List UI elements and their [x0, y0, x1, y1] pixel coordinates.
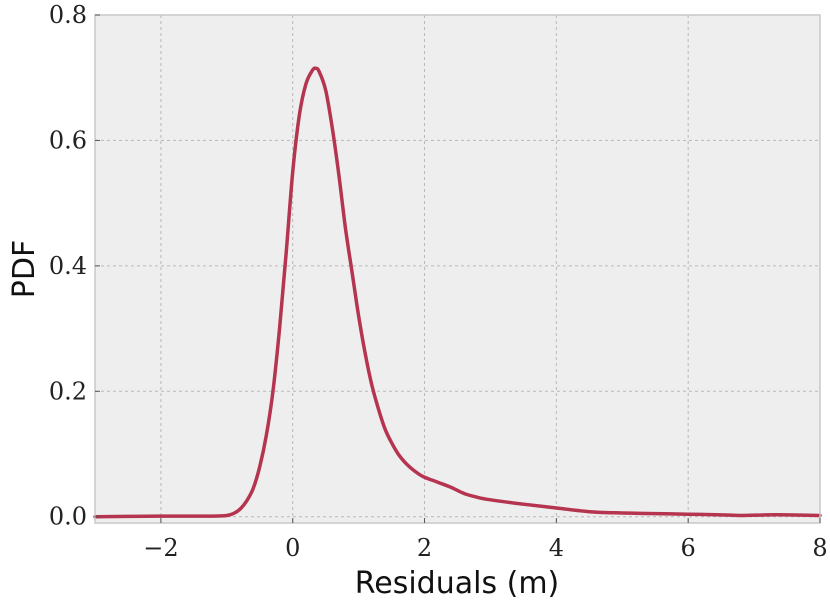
x-tick-label: 6 [681, 534, 696, 562]
y-tick-label: 0.2 [49, 377, 87, 405]
x-tick-label: 0 [285, 534, 300, 562]
x-axis-label: Residuals (m) [355, 566, 560, 601]
grid [95, 15, 820, 523]
x-tick-label: 4 [549, 534, 564, 562]
x-tick-label: −2 [143, 534, 178, 562]
x-tick-label: 8 [812, 534, 827, 562]
plot-frame [94, 14, 821, 524]
x-ticks: −2 0 2 4 6 8 [143, 518, 828, 562]
y-tick-label: 0.6 [49, 126, 87, 154]
plot-background [95, 15, 820, 523]
y-ticks: 0.0 0.2 0.4 0.6 0.8 [49, 1, 100, 531]
pdf-line [93, 66, 822, 519]
series [93, 66, 822, 519]
y-tick-label: 0.8 [49, 1, 87, 29]
y-axis-label: PDF [7, 240, 42, 298]
y-tick-label: 0.0 [49, 503, 87, 531]
x-tick-label: 2 [417, 534, 432, 562]
y-tick-label: 0.4 [49, 252, 87, 280]
